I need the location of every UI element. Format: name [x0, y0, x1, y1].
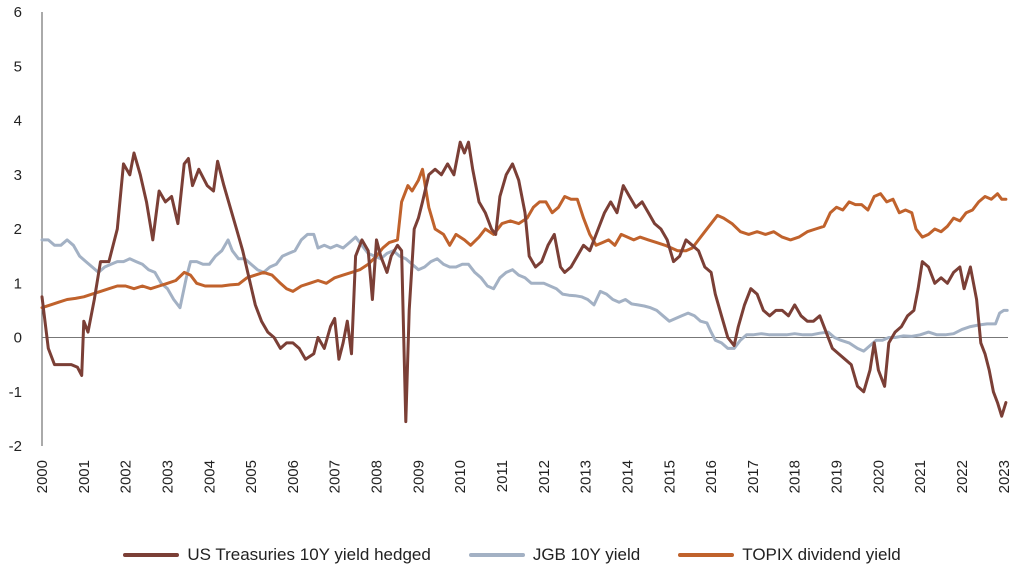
x-tick-label: 2006 — [285, 460, 302, 493]
series-line-2 — [40, 167, 1008, 310]
x-tick-label: 2002 — [118, 460, 135, 493]
y-tick-label: 5 — [14, 58, 22, 75]
legend-label-topix: TOPIX dividend yield — [742, 545, 901, 564]
x-tick-label: 2009 — [410, 460, 427, 493]
legend-swatch-jgb — [468, 553, 525, 557]
legend-label-us-treasuries: US Treasuries 10Y yield hedged — [187, 545, 431, 564]
chart-axes — [41, 12, 1008, 446]
legend-label-jgb: JGB 10Y yield — [532, 545, 641, 564]
y-tick-label: 0 — [14, 330, 22, 347]
y-tick-label: 4 — [14, 113, 22, 130]
x-tick-label: 2014 — [619, 460, 636, 493]
y-tick-label: -1 — [9, 384, 22, 401]
y-tick-label: -2 — [9, 438, 22, 455]
x-tick-label: 2011 — [494, 460, 511, 492]
series-line-0 — [40, 140, 1008, 424]
x-tick-label: 2021 — [912, 460, 929, 493]
x-tick-label: 2010 — [452, 460, 469, 493]
y-tick-label: 1 — [14, 275, 22, 292]
x-tick-label: 2008 — [369, 460, 386, 493]
x-tick-label: 2013 — [578, 460, 595, 493]
x-tick-label: 2017 — [745, 460, 762, 493]
legend: US Treasuries 10Y yield hedged JGB 10Y y… — [0, 540, 1024, 570]
x-tick-label: 2003 — [159, 460, 176, 493]
x-tick-label: 2019 — [829, 460, 846, 493]
x-tick-label: 2007 — [327, 460, 344, 493]
x-tick-label: 2000 — [34, 460, 51, 493]
tick-labels: 6 5 4 3 2 1 0 -1 -2 2000 2001 2002 2003 2004 2005 2006 2… — [9, 4, 1013, 493]
x-tick-label: 2023 — [996, 460, 1013, 493]
x-tick-label: 2012 — [536, 460, 553, 493]
legend-swatch-topix — [678, 553, 735, 557]
legend-swatch-us-treasuries — [123, 553, 180, 557]
x-tick-label: 2018 — [787, 460, 804, 493]
x-tick-label: 2022 — [954, 460, 971, 493]
x-tick-label: 2020 — [870, 460, 887, 493]
x-tick-label: 2005 — [243, 460, 260, 493]
y-tick-label: 3 — [14, 167, 22, 184]
series-layer — [40, 140, 1009, 424]
legend-item-us-treasuries: US Treasuries 10Y yield hedged — [123, 545, 431, 565]
x-tick-label: 2015 — [661, 460, 678, 493]
x-tick-label: 2016 — [703, 460, 720, 493]
series-line-1 — [40, 232, 1009, 353]
x-tick-label: 2004 — [201, 460, 218, 493]
y-tick-label: 2 — [14, 221, 22, 238]
legend-item-jgb: JGB 10Y yield — [468, 545, 641, 565]
y-tick-label: 6 — [14, 4, 22, 21]
x-tick-label: 2001 — [76, 460, 93, 493]
legend-item-topix: TOPIX dividend yield — [678, 545, 901, 565]
